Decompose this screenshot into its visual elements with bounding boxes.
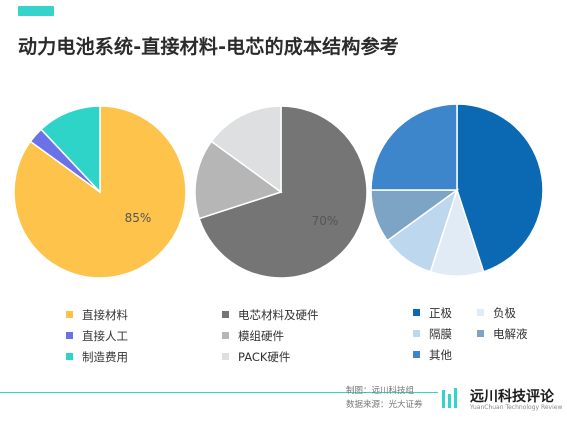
- credits: 制图：远川科技组 数据来源：光大证券: [346, 384, 423, 412]
- legend-direct-costs: 直接材料直接人工制造费用: [66, 304, 128, 367]
- credit-source: 数据来源：光大证券: [346, 400, 423, 410]
- legend-cell-materials: 正极 负极隔膜 电解液其他: [413, 302, 557, 365]
- legend-swatch: [477, 309, 484, 316]
- legend-label: 其他: [429, 347, 452, 362]
- legend-label: 模组硬件: [238, 328, 284, 343]
- legend-label: PACK硬件: [238, 349, 291, 364]
- legend-item-3-4: 电解液: [477, 323, 557, 344]
- legend-label: 隔膜: [429, 326, 452, 341]
- legend-label: 负极: [493, 305, 516, 320]
- legend-swatch: [222, 311, 229, 318]
- footer-divider: [0, 392, 438, 393]
- legend-label: 电解液: [493, 326, 528, 341]
- legend-item-1-1: 直接材料: [66, 304, 128, 325]
- pie-2-data-label: 70%: [312, 214, 339, 228]
- credit-author: 制图：远川科技组: [346, 386, 415, 396]
- pie-3-slice-5: [370, 103, 458, 191]
- legend-label: 直接人工: [82, 328, 128, 343]
- legend-item-3-3: 隔膜: [413, 323, 477, 344]
- legend-swatch: [413, 309, 420, 316]
- pie-3-slice-1: [456, 103, 544, 273]
- legend-item-2-3: PACK硬件: [222, 346, 319, 367]
- legend-swatch: [66, 353, 73, 360]
- pie-2-slice-3: [210, 105, 282, 194]
- legend-item-3-2: 负极: [477, 302, 557, 323]
- legend-label: 制造费用: [82, 349, 128, 364]
- legend-item-1-3: 制造费用: [66, 346, 128, 367]
- legend-swatch: [222, 353, 229, 360]
- pie-2-slice-1: [198, 105, 368, 279]
- legend-label: 电芯材料及硬件: [238, 307, 319, 322]
- legend-label: 正极: [429, 305, 452, 320]
- legend-swatch: [413, 351, 420, 358]
- legend-swatch: [66, 332, 73, 339]
- legend-item-3-5: 其他: [413, 344, 477, 365]
- legend-label: 直接材料: [82, 307, 128, 322]
- pie-1-data-label: 85%: [125, 211, 152, 225]
- legend-swatch: [477, 330, 484, 337]
- accent-bar: [18, 6, 54, 16]
- logo-subtitle: YuanChuan Technology Review: [470, 404, 563, 411]
- legend-cell-costs: 电芯材料及硬件 模组硬件 PACK硬件: [222, 304, 319, 367]
- legend-item-2-2: 模组硬件: [222, 325, 319, 346]
- pie-2-slice-2: [194, 140, 283, 220]
- legend-swatch: [413, 330, 420, 337]
- legend-item-2-1: 电芯材料及硬件: [222, 304, 319, 325]
- legend-swatch: [222, 332, 229, 339]
- legend-item-1-2: 直接人工: [66, 325, 128, 346]
- legend-swatch: [66, 311, 73, 318]
- logo-title: 远川科技评论: [470, 389, 554, 405]
- page-title: 动力电池系统-直接材料-电芯的成本结构参考: [18, 36, 399, 58]
- legend-item-3-1: 正极: [413, 302, 477, 323]
- pie-1-slice-3: [40, 105, 101, 194]
- logo-icon: [442, 388, 457, 408]
